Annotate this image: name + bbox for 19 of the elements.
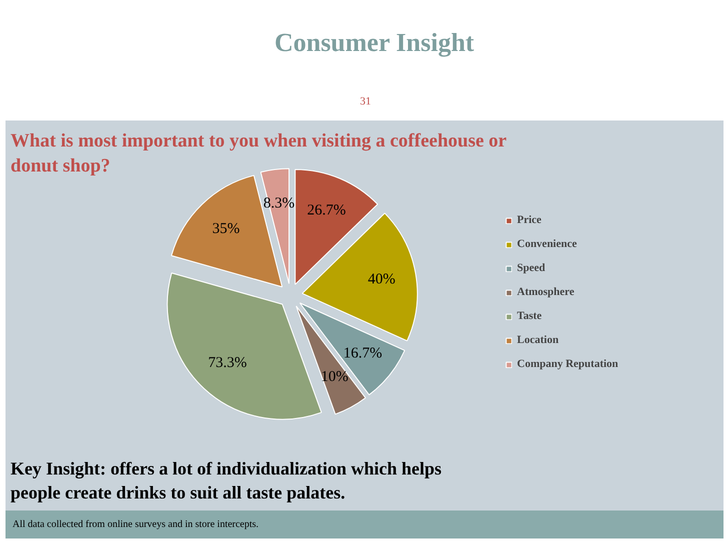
data-label: 40% — [368, 272, 396, 288]
text: All data collected from online surveys and in store intercepts. — [12, 519, 259, 530]
legend-label: Convenience — [517, 238, 577, 250]
legend-label: Taste — [517, 310, 542, 322]
data-label: 26.7% — [307, 202, 346, 218]
legend-label: Location — [517, 334, 559, 346]
data-label: 35% — [212, 221, 240, 238]
data-label: 73.3% — [208, 355, 247, 372]
text: Key Insight: offers a lot of individualization which helps people create drinks to suit all taste palates. — [10, 458, 442, 502]
chart-subtitle: What is most important to you when visiting a coffeehouse or donut shop? — [10, 130, 508, 177]
data-label: 10% — [320, 368, 348, 385]
legend-label: Atmosphere — [517, 286, 574, 298]
chart-title: Consumer Insight — [274, 28, 474, 57]
data-label: 8.3% — [263, 196, 295, 212]
legend-label: Price — [517, 214, 542, 226]
legend-label: Company Reputation — [517, 358, 618, 370]
legend-label: Speed — [517, 262, 546, 274]
data-label: 16.7% — [343, 345, 382, 362]
text: 31 — [360, 96, 371, 108]
